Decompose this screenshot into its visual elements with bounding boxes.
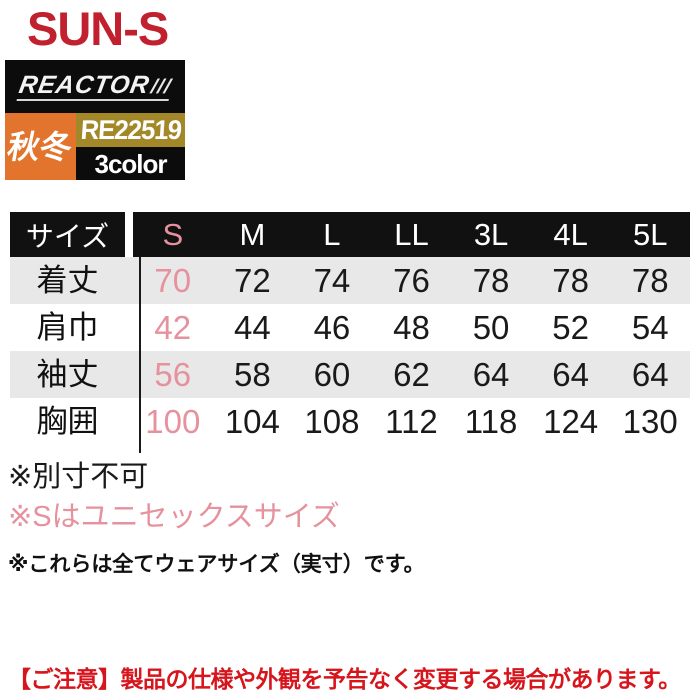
- row-gap: [125, 257, 133, 304]
- table-cell: 78: [631, 262, 669, 299]
- table-cell: 64: [552, 356, 589, 393]
- season-badge: 秋冬: [5, 113, 76, 180]
- row-values-body-length: 70 72 74 76 78 78 78: [133, 257, 690, 304]
- table-cell: 108: [304, 403, 360, 440]
- size-col-header-4l: 4L: [553, 217, 588, 252]
- table-cell: 64: [472, 356, 510, 393]
- table-cell: 130: [622, 403, 678, 440]
- size-col-header-5l: 5L: [632, 217, 668, 252]
- table-cell: 58: [233, 356, 271, 393]
- table-cell: 56: [154, 356, 192, 393]
- row-gap: [125, 398, 133, 445]
- code-badge-column: RE22519 3color: [76, 113, 185, 180]
- table-header-gap: [125, 212, 133, 257]
- table-cell: 44: [233, 309, 271, 346]
- table-column-divider: [139, 257, 141, 453]
- product-code-label: RE22519: [79, 114, 182, 145]
- size-table: サイズ S M L LL 3L 4L 5L 着丈 70 72 74 76 78 …: [10, 212, 690, 453]
- size-col-header-ll: LL: [394, 217, 429, 252]
- size-col-header-m: M: [239, 217, 266, 252]
- table-header-row: サイズ S M L LL 3L 4L 5L: [10, 212, 690, 257]
- row-gap: [125, 304, 133, 351]
- product-label-block: REACTOR/// 秋冬 RE22519 3color: [5, 60, 185, 180]
- series-logo-band: REACTOR///: [5, 60, 185, 113]
- table-cell: 124: [543, 403, 599, 440]
- row-label-chest: 胸囲: [36, 404, 99, 439]
- table-header-size-label: サイズ: [10, 212, 125, 257]
- table-header-sizes: S M L LL 3L 4L 5L: [133, 212, 690, 257]
- table-cell: 60: [313, 356, 351, 393]
- table-cell: 72: [233, 262, 271, 299]
- brand-logo: SUN-S: [27, 2, 169, 55]
- season-badge-label: 秋冬: [5, 128, 76, 165]
- table-cell: 100: [145, 403, 201, 440]
- table-cell: 50: [472, 309, 510, 346]
- series-logo-text: REACTOR///: [16, 70, 174, 101]
- row-values-chest: 100 104 108 112 118 124 130: [133, 398, 690, 445]
- size-col-header-l: L: [323, 217, 341, 252]
- table-cell: 46: [313, 309, 351, 346]
- note-s-unisex: ※Sはユニセックスサイズ: [8, 501, 340, 533]
- table-cell: 54: [631, 309, 669, 346]
- speed-lines-icon: ///: [149, 75, 173, 98]
- table-cell: 42: [154, 309, 192, 346]
- product-code-badge: RE22519: [76, 113, 185, 147]
- table-cell: 74: [313, 262, 351, 299]
- table-cell: 62: [393, 356, 430, 393]
- note-no-custom-size: ※別寸不可: [8, 461, 149, 493]
- row-label-body-length: 着丈: [36, 263, 99, 298]
- table-cell: 70: [154, 262, 192, 299]
- caution-text: 【ご注意】製品の仕様や外観を予告なく変更する場合があります。: [8, 666, 681, 692]
- row-label-sleeve-length: 袖丈: [36, 357, 99, 392]
- table-row-chest: 胸囲 100 104 108 112 118 124 130: [10, 398, 690, 445]
- table-cell: 104: [224, 403, 280, 440]
- row-label-shoulder-width: 肩巾: [36, 310, 99, 345]
- table-cell: 78: [472, 262, 510, 299]
- badge-row: 秋冬 RE22519 3color: [5, 113, 185, 180]
- table-cell: 52: [552, 309, 589, 346]
- table-row-sleeve-length: 袖丈 56 58 60 62 64 64 64: [10, 351, 690, 398]
- size-col-header-3l: 3L: [473, 217, 509, 252]
- table-cell: 78: [552, 262, 589, 299]
- table-cell: 48: [393, 309, 430, 346]
- color-count-badge: 3color: [76, 147, 185, 180]
- table-row-body-length: 着丈 70 72 74 76 78 78 78: [10, 257, 690, 304]
- table-cell: 112: [385, 403, 438, 440]
- row-values-sleeve-length: 56 58 60 62 64 64 64: [133, 351, 690, 398]
- table-cell: 76: [393, 262, 430, 299]
- table-cell: 64: [631, 356, 669, 393]
- row-values-shoulder-width: 42 44 46 48 50 52 54: [133, 304, 690, 351]
- size-col-header-s: S: [162, 217, 184, 252]
- table-row-shoulder-width: 肩巾 42 44 46 48 50 52 54: [10, 304, 690, 351]
- note-actual-measurements: ※これらは全てウェアサイズ（実寸）です。: [8, 553, 425, 576]
- table-cell: 118: [464, 403, 518, 440]
- row-gap: [125, 351, 133, 398]
